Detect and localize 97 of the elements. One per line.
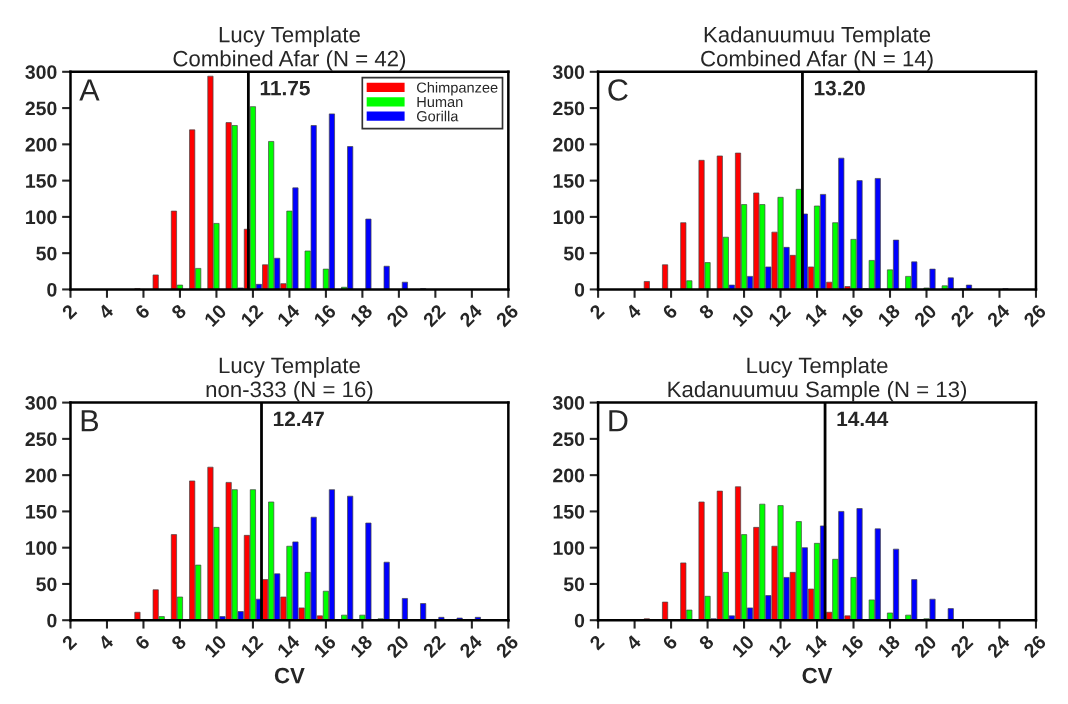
y-tick-label: 100	[26, 210, 57, 225]
y-tick-label: 250	[25, 101, 57, 116]
x-tick-label: 14	[804, 634, 829, 658]
chart-title: Lucy Template Kadanuumuu Sample (N = 13)	[668, 357, 967, 402]
x-tick-label: 12	[767, 303, 792, 328]
ref-line-label: 12.47	[273, 411, 324, 427]
x-tick-label: 8	[698, 303, 715, 320]
legend-label: Human	[417, 96, 463, 108]
x-axis-title: CV	[274, 667, 305, 684]
y-tick-label: 150	[553, 504, 585, 519]
x-tick-label: 18	[877, 634, 901, 658]
x-tick-label: 24	[986, 303, 1011, 328]
x-tick-label: 22	[422, 634, 447, 659]
y-tick-label: 150	[553, 174, 585, 188]
x-tick-label: 6	[661, 634, 679, 651]
y-tick-label: 300	[25, 396, 57, 410]
x-tick-label: 4	[97, 634, 115, 651]
y-tick-label: 0	[47, 282, 57, 297]
x-tick-label: 16	[313, 303, 337, 328]
y-tick-label: 200	[25, 468, 57, 483]
y-tick-label: 100	[26, 541, 57, 555]
y-tick-label: 250	[553, 432, 585, 447]
x-tick-label: 8	[698, 634, 715, 651]
x-tick-label: 12	[767, 634, 792, 658]
legend-label: Chimpanzee	[417, 82, 498, 96]
x-tick-label: 18	[349, 634, 374, 658]
y-tick-label: 200	[553, 468, 585, 483]
ref-line-label: 13.20	[814, 80, 865, 96]
y-tick-label: 150	[26, 174, 57, 188]
y-tick-label: 100	[553, 541, 585, 555]
y-tick-label: 250	[25, 432, 57, 447]
y-tick-label: 300	[25, 65, 57, 80]
x-tick-label: 16	[840, 634, 865, 658]
x-tick-label: 20	[913, 303, 938, 328]
x-tick-label: 10	[731, 303, 755, 328]
y-tick-label: 0	[574, 282, 585, 297]
chart-title: Kadanuumuu Template Combined Afar (N = 14)	[701, 26, 933, 71]
y-tick-label: 0	[47, 613, 57, 628]
y-tick-label: 50	[563, 246, 585, 261]
x-tick-label: 22	[949, 634, 974, 659]
x-tick-label: 22	[949, 303, 974, 328]
x-tick-label: 24	[458, 633, 483, 659]
x-tick-label: 6	[134, 303, 151, 320]
x-tick-label: 20	[913, 634, 938, 659]
x-tick-label: 6	[134, 634, 151, 651]
annotation: A	[79, 79, 100, 101]
x-tick-label: 8	[170, 303, 188, 320]
y-tick-label: 50	[36, 577, 57, 592]
x-tick-label: 26	[1022, 303, 1047, 328]
x-tick-label: 4	[97, 303, 115, 321]
x-tick-label: 10	[731, 634, 755, 658]
x-tick-label: 16	[313, 634, 337, 658]
annotation: B	[81, 410, 99, 432]
chart-title: Lucy Template Combined Afar (N = 42)	[173, 26, 406, 71]
x-tick-label: 2	[61, 303, 78, 320]
chart-title: Lucy Template non-333 (N = 16)	[206, 357, 373, 402]
x-tick-label: 2	[61, 634, 78, 651]
x-tick-label: 18	[877, 303, 901, 328]
x-tick-label: 20	[385, 634, 410, 659]
y-tick-label: 0	[574, 613, 585, 628]
y-tick-label: 300	[552, 65, 585, 80]
x-axis-title: CV	[802, 667, 833, 684]
y-tick-label: 100	[553, 210, 585, 225]
x-tick-label: 2	[588, 634, 605, 651]
y-tick-label: 250	[553, 101, 585, 116]
x-tick-label: 24	[986, 633, 1011, 659]
x-tick-label: 18	[349, 303, 374, 328]
x-tick-label: 14	[276, 303, 301, 328]
x-tick-label: 4	[625, 634, 642, 651]
x-tick-label: 26	[495, 634, 520, 659]
x-tick-label: 12	[240, 634, 264, 658]
y-tick-label: 50	[36, 246, 57, 261]
x-tick-label: 14	[804, 303, 829, 328]
annotation: D	[609, 410, 628, 432]
x-tick-label: 8	[170, 634, 188, 651]
x-tick-label: 22	[422, 303, 447, 328]
y-tick-label: 300	[552, 396, 585, 410]
x-tick-label: 24	[458, 303, 483, 328]
x-tick-label: 2	[588, 303, 605, 320]
x-tick-label: 12	[240, 303, 264, 328]
x-tick-label: 4	[625, 303, 642, 321]
x-tick-label: 14	[276, 634, 301, 658]
ref-line-label: 11.75	[260, 80, 310, 96]
legend-label: Gorilla	[417, 110, 459, 122]
x-tick-label: 6	[661, 303, 679, 320]
y-tick-label: 150	[26, 504, 57, 519]
x-tick-label: 26	[1022, 634, 1047, 659]
annotation: C	[608, 79, 628, 101]
x-tick-label: 16	[840, 303, 865, 328]
x-tick-label: 10	[203, 303, 228, 328]
y-tick-label: 200	[25, 137, 57, 152]
x-tick-label: 10	[203, 634, 228, 658]
ref-line-label: 14.44	[837, 411, 889, 427]
x-tick-label: 20	[385, 303, 410, 328]
y-tick-label: 200	[553, 137, 585, 152]
y-tick-label: 50	[563, 577, 585, 592]
x-tick-label: 26	[495, 303, 520, 328]
